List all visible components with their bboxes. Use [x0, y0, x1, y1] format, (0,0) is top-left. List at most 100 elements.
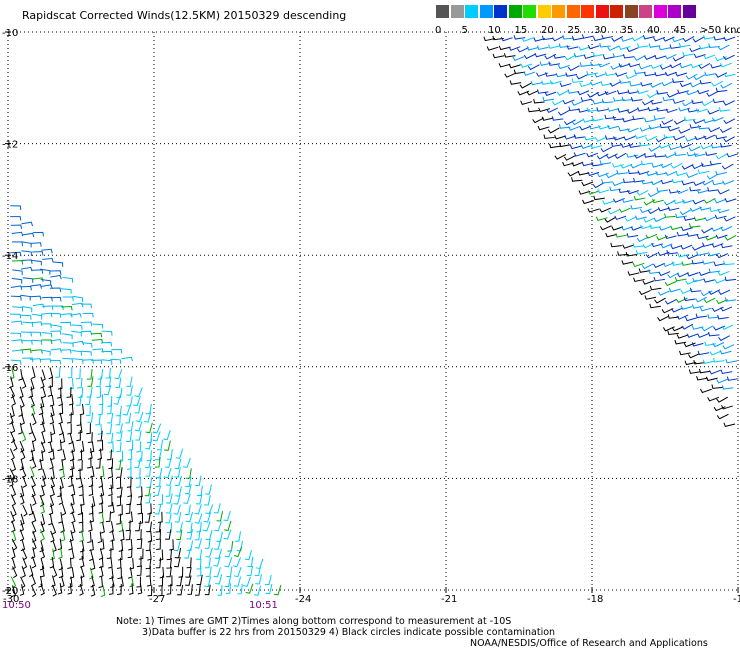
wind-barb	[69, 449, 75, 462]
wind-barb	[11, 394, 16, 407]
lat-tick-label: -20	[2, 586, 18, 597]
wind-barb	[658, 226, 671, 231]
wind-barb	[125, 520, 131, 532]
wind-barb	[582, 118, 595, 123]
wind-barb	[155, 450, 162, 461]
wind-barb	[41, 284, 53, 289]
wind-barb	[558, 124, 571, 129]
wind-barb	[115, 377, 122, 388]
map-axes: -10 -12 -14 -16 -18 -20-30 -27 -24 -21 -18 -15	[2, 28, 740, 605]
wind-barb	[237, 583, 243, 595]
wind-barb	[11, 339, 23, 344]
wind-barb	[21, 340, 33, 345]
wind-barb	[692, 36, 705, 43]
wind-barb	[597, 188, 610, 194]
wind-barb	[174, 467, 181, 478]
wind-barb	[52, 261, 64, 267]
wind-barb	[50, 296, 62, 302]
wind-barb	[657, 207, 670, 212]
wind-barb	[39, 396, 45, 409]
wind-barb	[152, 423, 162, 434]
wind-barb	[135, 467, 141, 479]
wind-barb	[562, 34, 574, 40]
wind-barb	[541, 35, 554, 41]
wind-barb	[692, 199, 705, 205]
wind-barb	[85, 394, 92, 405]
wind-barb	[116, 557, 122, 569]
wind-barb	[31, 493, 37, 506]
wind-barb	[686, 254, 699, 260]
wind-barb	[31, 521, 37, 534]
wind-barb	[42, 257, 54, 263]
wind-barb	[562, 161, 574, 167]
wind-barb	[605, 232, 618, 238]
wind-barb	[586, 107, 599, 112]
wind-barb	[626, 127, 639, 133]
wind-barb	[635, 215, 647, 221]
wind-barb	[166, 557, 172, 569]
wind-barb	[678, 42, 691, 48]
wind-barb	[708, 331, 720, 337]
wind-barb	[49, 457, 54, 470]
wind-barb	[11, 320, 23, 326]
wind-barb	[654, 152, 666, 158]
wind-barb	[176, 584, 184, 596]
wind-barb	[594, 73, 607, 78]
wind-barb	[661, 119, 674, 125]
wind-barb	[648, 269, 660, 274]
wind-barb	[604, 90, 617, 96]
wind-barb	[50, 330, 62, 336]
wind-barb	[76, 414, 82, 426]
wind-barb	[79, 548, 84, 560]
wind-barb	[620, 37, 633, 42]
wind-barb	[673, 118, 686, 125]
wind-barb	[625, 74, 638, 80]
wind-barb	[31, 510, 37, 523]
wind-barb	[704, 71, 716, 77]
wind-barb	[712, 98, 725, 104]
wind-barb	[717, 44, 730, 51]
wind-barb	[671, 326, 684, 332]
wind-barb	[108, 557, 113, 569]
wind-barb	[10, 359, 22, 365]
wind-barb	[698, 368, 711, 374]
wind-barb	[692, 277, 705, 283]
wind-barb	[670, 162, 683, 169]
wind-barb	[98, 493, 104, 505]
wind-barb	[613, 136, 625, 141]
wind-barb	[576, 74, 588, 80]
wind-barb	[11, 547, 16, 559]
wind-barb	[556, 90, 569, 96]
wind-barb	[134, 402, 141, 414]
wind-barb	[186, 529, 193, 540]
wind-barb	[571, 161, 584, 167]
wind-barb	[662, 262, 675, 268]
wind-barb	[649, 285, 662, 291]
wind-barb	[582, 199, 594, 205]
wind-barb	[137, 450, 143, 462]
wind-barb	[711, 306, 724, 313]
wind-barb	[647, 106, 660, 112]
wind-barb	[115, 414, 121, 426]
wind-barb	[703, 54, 716, 60]
wind-barb	[617, 89, 629, 95]
wind-barb	[20, 331, 32, 337]
wind-barb	[602, 200, 615, 205]
lat-tick-label: -10	[2, 28, 18, 39]
wind-barb	[10, 216, 22, 221]
wind-barb	[721, 405, 733, 410]
wind-barb	[196, 565, 202, 577]
wind-barb	[689, 287, 702, 293]
wind-barb	[709, 350, 722, 356]
wind-barb	[682, 36, 695, 42]
wind-barb	[492, 53, 505, 59]
wind-barb	[128, 439, 134, 451]
wind-barb	[569, 144, 582, 150]
wind-barb	[584, 135, 596, 141]
wind-barb	[685, 73, 698, 80]
wind-barb	[620, 163, 633, 169]
wind-barb	[145, 465, 152, 477]
wind-barb	[38, 576, 43, 588]
wind-barb	[520, 63, 533, 68]
wind-barb	[30, 440, 35, 453]
